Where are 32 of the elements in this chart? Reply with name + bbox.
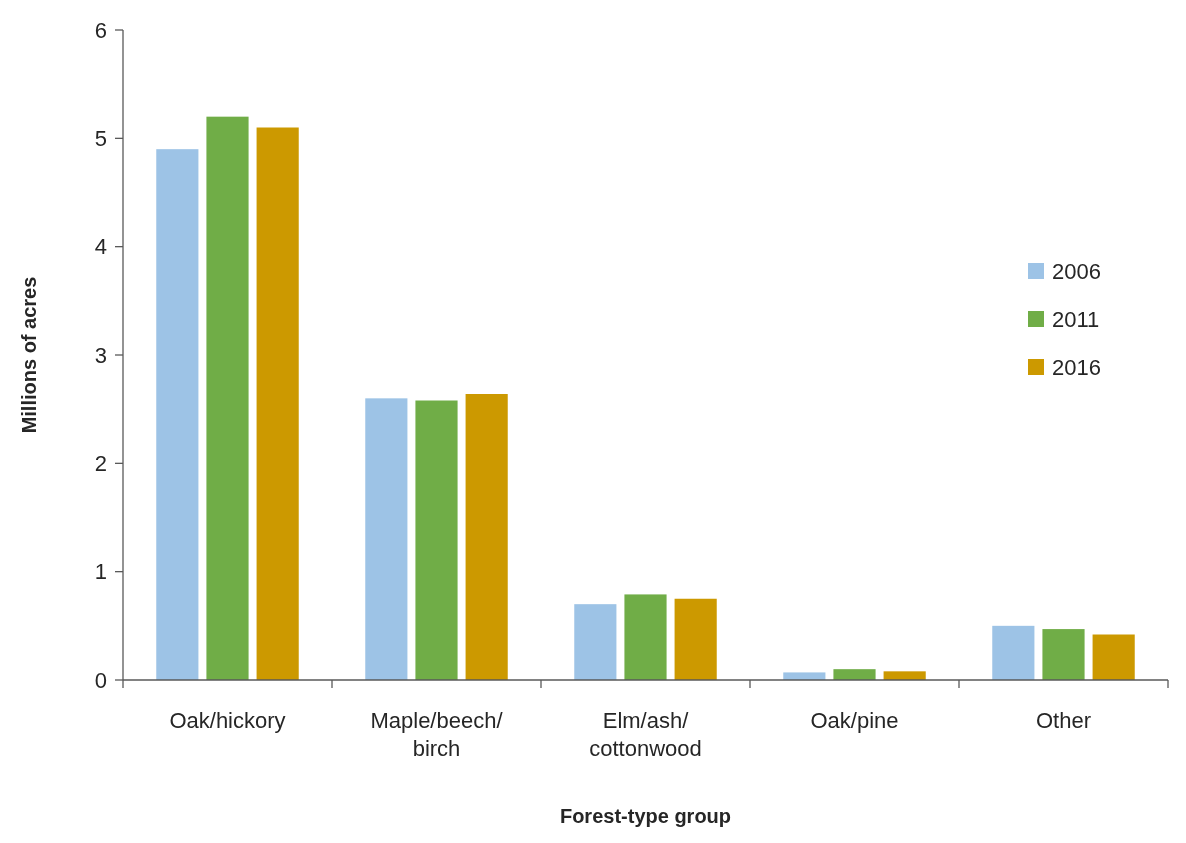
y-tick-label: 3 [94,342,107,368]
y-tick-label: 2 [94,451,107,477]
bar [256,127,299,680]
legend-label: 2006 [1052,258,1101,284]
bar [883,671,926,680]
bar [1092,634,1135,680]
bar [992,625,1035,680]
bar [1042,629,1085,680]
y-tick-label: 0 [94,667,107,693]
y-tick-label: 1 [94,559,107,585]
y-tick-label: 6 [94,17,107,43]
x-tick-label: Elm/ash/cottonwood [589,708,702,761]
bar [415,400,458,680]
bar [783,672,826,680]
bar [365,398,408,680]
x-axis-title: Forest-type group [559,805,732,827]
y-tick-label: 5 [94,126,107,152]
x-tick-label: Oak/pine [810,708,899,733]
bar [674,598,717,680]
y-axis-title: Millions of acres [18,276,40,434]
bar [833,669,876,680]
bar [465,394,508,680]
bar [574,604,617,680]
bar [156,149,199,680]
x-tick-label: Other [1035,708,1092,733]
legend-label: 2016 [1052,354,1101,380]
x-tick-label: Maple/beech/birch [370,708,504,761]
bar [624,594,667,680]
y-tick-label: 4 [94,234,107,260]
x-tick-label: Oak/hickory [169,708,286,733]
bar [206,116,249,680]
legend-label: 2011 [1052,306,1100,332]
